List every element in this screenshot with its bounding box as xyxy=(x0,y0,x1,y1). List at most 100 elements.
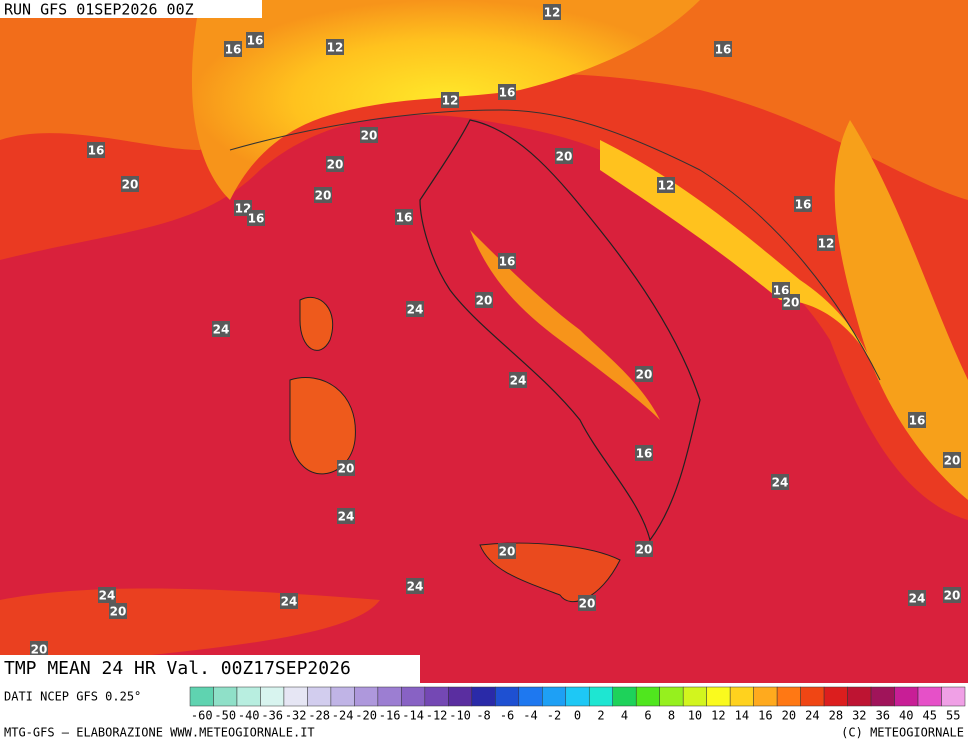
colorbar-tick-label: -14 xyxy=(402,709,424,723)
colorbar-cell xyxy=(682,686,707,707)
map-field xyxy=(0,0,968,683)
contour-label: 16 xyxy=(248,212,265,226)
contour-label: 20 xyxy=(31,643,48,657)
contour-label-box xyxy=(314,187,332,203)
contour-label: 16 xyxy=(247,34,264,48)
colorbar-tick-label: -60 xyxy=(191,709,213,723)
contour-label: 12 xyxy=(818,237,835,251)
colorbar-cell xyxy=(424,686,449,707)
contour-label-box xyxy=(578,595,596,611)
contour-label: 16 xyxy=(88,144,105,158)
contour-label-box xyxy=(326,156,344,172)
contour-label-box xyxy=(635,366,653,382)
contour-label-box xyxy=(212,321,230,337)
contour-label-box xyxy=(441,92,459,108)
contour-label-box xyxy=(246,32,264,48)
contour-label: 24 xyxy=(213,323,230,337)
contour-label-box xyxy=(360,127,378,143)
colorbar-cell xyxy=(917,686,942,707)
colorbar-cell xyxy=(565,686,590,707)
contour-label-box xyxy=(326,39,344,55)
colorbar-tick-label: 10 xyxy=(688,709,702,723)
contour-label: 12 xyxy=(658,179,675,193)
run-title: RUN GFS 01SEP2026 00Z xyxy=(4,1,194,19)
footer-left: MTG-GFS — ELABORAZIONE WWW.METEOGIORNALE… xyxy=(4,726,315,740)
contour-label: 24 xyxy=(772,476,789,490)
colorbar-cell xyxy=(213,686,238,707)
colorbar-tick-label: -40 xyxy=(238,709,260,723)
contour-label-box xyxy=(337,508,355,524)
contour-label: 20 xyxy=(579,597,596,611)
colorbar-cell xyxy=(307,686,332,707)
contour-label: 20 xyxy=(110,605,127,619)
contour-label: 16 xyxy=(715,43,732,57)
contour-label: 20 xyxy=(327,158,344,172)
contour-label-box xyxy=(98,587,116,603)
colorbar-cell xyxy=(471,686,496,707)
contour-label-box xyxy=(657,177,675,193)
colorbar-cell xyxy=(659,686,684,707)
header-box xyxy=(0,0,262,18)
colorbar-cell xyxy=(729,686,754,707)
contour-label: 16 xyxy=(636,447,653,461)
contour-label-box xyxy=(555,148,573,164)
contour-label-box xyxy=(635,445,653,461)
contour-label: 20 xyxy=(476,294,493,308)
colorbar-cell xyxy=(706,686,731,707)
colorbar-tick-label: -10 xyxy=(449,709,471,723)
contour-label: 24 xyxy=(407,303,424,317)
colorbar-tick-label: 2 xyxy=(597,709,604,723)
contour-label-box xyxy=(943,452,961,468)
contour-label: 16 xyxy=(909,414,926,428)
contour-label: 24 xyxy=(281,595,298,609)
contour-label-box xyxy=(771,474,789,490)
colorbar-tick-label: 40 xyxy=(899,709,913,723)
colorbar-cell xyxy=(823,686,848,707)
contour-label-box xyxy=(475,292,493,308)
contour-label-box xyxy=(121,176,139,192)
contour-label-box xyxy=(908,412,926,428)
contour-label: 20 xyxy=(315,189,332,203)
colorbar-cell xyxy=(260,686,285,707)
colorbar-tick-label: -6 xyxy=(500,709,514,723)
contour-label: 16 xyxy=(225,43,242,57)
colorbar-tick-label: 12 xyxy=(711,709,725,723)
colorbar-cell xyxy=(800,686,825,707)
footer-right: (C) METEOGIORNALE xyxy=(841,726,964,740)
colorbar-tick-label: 8 xyxy=(668,709,675,723)
colorbar-cell xyxy=(542,686,567,707)
contour-label: 20 xyxy=(783,296,800,310)
contour-label-box xyxy=(109,603,127,619)
contour-label: 12 xyxy=(442,94,459,108)
colorbar-tick-label: -24 xyxy=(332,709,354,723)
colorbar-tick-label: -4 xyxy=(523,709,537,723)
colorbar-tick-label: -12 xyxy=(426,709,448,723)
contour-label-box xyxy=(337,460,355,476)
colorbar-tick-label: 0 xyxy=(574,709,581,723)
colorbar-cell xyxy=(495,686,520,707)
contour-label-box xyxy=(714,41,732,57)
colorbar-tick-label: 55 xyxy=(946,709,960,723)
colorbar-cell xyxy=(330,686,355,707)
contour-label-box xyxy=(794,196,812,212)
colorbar-cell xyxy=(941,686,966,707)
contour-label-box xyxy=(908,590,926,606)
data-source: DATI NCEP GFS 0.25° xyxy=(4,690,141,704)
contour-label-box xyxy=(817,235,835,251)
colorbar-cell xyxy=(283,686,308,707)
contour-label: 16 xyxy=(499,255,516,269)
colorbar-cell xyxy=(776,686,801,707)
colorbar-tick-label: 45 xyxy=(923,709,937,723)
contour-label-box xyxy=(498,84,516,100)
contour-label-box xyxy=(509,372,527,388)
colorbar-tick-label: -2 xyxy=(547,709,561,723)
colorbar-cell xyxy=(753,686,778,707)
contour-label-box xyxy=(406,578,424,594)
contour-label-box xyxy=(87,142,105,158)
contour-label-box xyxy=(406,301,424,317)
colorbar-cell xyxy=(894,686,919,707)
contour-label-box xyxy=(395,209,413,225)
contour-label-box xyxy=(30,641,48,657)
contour-label: 16 xyxy=(795,198,812,212)
